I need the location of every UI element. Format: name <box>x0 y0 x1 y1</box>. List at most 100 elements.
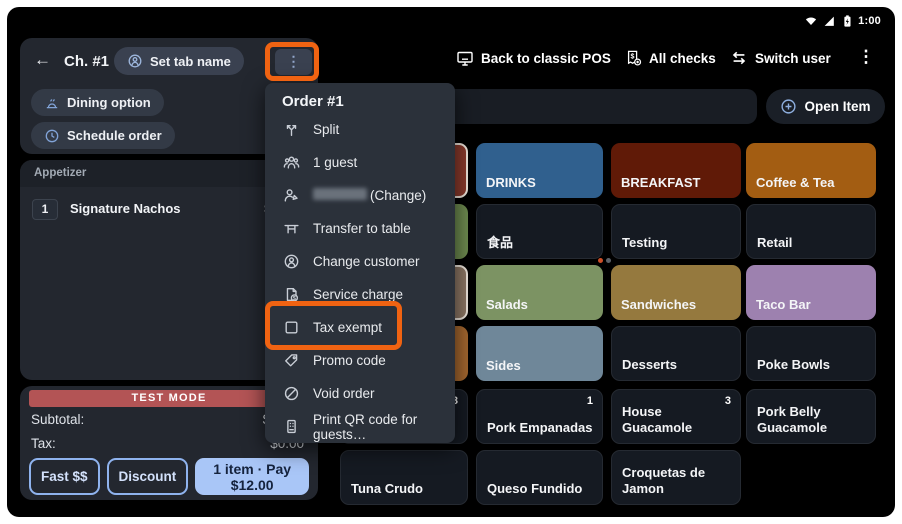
menu-item-transfer-to-table[interactable]: Transfer to table <box>265 212 455 245</box>
menu-item-1-guest[interactable]: 1 guest <box>265 146 455 179</box>
cellular-signal-icon <box>822 14 836 28</box>
clock-icon <box>44 128 60 144</box>
menu-item-void-order[interactable]: Void order <box>265 377 455 410</box>
test-mode-banner: TEST MODE <box>29 390 309 407</box>
promo-tag-icon <box>282 352 300 370</box>
fast-cash-button[interactable]: Fast $$ <box>29 458 100 495</box>
menu-item-split[interactable]: Split <box>265 113 455 146</box>
order-kebab-menu-button[interactable]: ⋮ <box>275 49 312 75</box>
tile-croquetas-de-jamon[interactable]: Croquetas de Jamon <box>611 450 741 505</box>
tile-sandwiches[interactable]: Sandwiches <box>611 265 741 320</box>
pagination-dot-inactive <box>606 258 611 263</box>
table-icon <box>282 220 300 238</box>
tile-label: Taco Bar <box>756 296 811 312</box>
tile-label: Salads <box>486 296 528 312</box>
tile-breakfast[interactable]: BREAKFAST <box>611 143 741 198</box>
svg-text:$: $ <box>292 296 296 302</box>
clock-time: 1:00 <box>858 15 881 27</box>
menu-item-promo-code[interactable]: Promo code <box>265 344 455 377</box>
context-menu-header: Order #1 <box>282 93 344 110</box>
person-circle-icon <box>282 253 300 271</box>
menu-item-label: Split <box>313 122 340 137</box>
schedule-order-button[interactable]: Schedule order <box>31 122 175 149</box>
status-bar: 1:00 <box>804 13 881 29</box>
tile-label: Desserts <box>622 356 677 372</box>
order-header-section: ← Ch. #1 Set tab name ⋮ Dining option Sc… <box>20 38 318 154</box>
tile-label: Coffee & Tea <box>756 174 835 190</box>
menu-item-label: Print QR code for guests… <box>313 411 418 442</box>
back-arrow-icon[interactable]: ← <box>34 50 51 69</box>
tile-house-guacamole[interactable]: 3 House Guacamole <box>611 389 741 444</box>
plus-circle-icon <box>780 98 797 115</box>
tile-retail[interactable]: Retail <box>746 204 876 259</box>
pagination-dot-active <box>598 258 603 263</box>
order-context-menu: Order #1 Split 1 guest (Change) Transfer to… <box>265 83 455 443</box>
open-item-button[interactable]: Open Item <box>766 89 885 124</box>
swap-arrows-icon <box>730 49 748 67</box>
qr-print-icon <box>282 418 300 436</box>
tile-label: Testing <box>622 234 668 250</box>
back-to-classic-pos-button[interactable]: Back to classic POS <box>456 46 611 70</box>
dining-dish-icon <box>44 95 60 111</box>
dining-option-button[interactable]: Dining option <box>31 89 164 116</box>
person-change-icon <box>282 187 300 205</box>
switch-user-button[interactable]: Switch user <box>730 46 831 70</box>
tax-label: Tax: <box>31 436 56 451</box>
menu-item-label: Service charge <box>313 287 404 302</box>
tile-label: Pork Belly Guacamole <box>757 403 828 435</box>
tile-poke-bowls[interactable]: Poke Bowls <box>746 326 876 381</box>
tile-desserts[interactable]: Desserts <box>611 326 741 381</box>
tile-label: Sides <box>486 357 521 373</box>
discount-button[interactable]: Discount <box>106 458 189 495</box>
tile-label: BREAKFAST <box>621 174 701 190</box>
tile-drinks[interactable]: DRINKS <box>476 143 603 198</box>
tile-taco-bar[interactable]: Taco Bar <box>746 265 876 320</box>
all-checks-button[interactable]: $ All checks <box>624 46 716 70</box>
tile-label: Sandwiches <box>621 296 697 312</box>
menu-item-change[interactable]: (Change) <box>265 179 455 212</box>
menu-item-label: 1 guest <box>313 155 358 170</box>
tile-pork-belly-guacamole[interactable]: Pork Belly Guacamole <box>746 389 876 444</box>
overflow-menu-icon[interactable]: ⋮ <box>857 47 875 66</box>
tile-tuna-crudo[interactable]: Tuna Crudo <box>340 450 468 505</box>
check-title: Ch. #1 <box>64 53 110 70</box>
guests-icon <box>282 154 300 172</box>
tile-食品[interactable]: 食品 <box>476 204 603 259</box>
tile-salads[interactable]: Salads <box>476 265 603 320</box>
wifi-icon <box>804 14 818 28</box>
split-icon <box>282 121 300 139</box>
tile-label: 食品 <box>487 234 514 250</box>
menu-item-label: Void order <box>313 386 375 401</box>
pay-button[interactable]: 1 item · Pay $12.00 <box>195 458 309 495</box>
tile-queso-fundido[interactable]: Queso Fundido <box>476 450 603 505</box>
menu-item-change-customer[interactable]: Change customer <box>265 245 455 278</box>
app-window: 1:00 Back to classic POS $ All checks Sw… <box>7 7 895 517</box>
tile-sides[interactable]: Sides <box>476 326 603 381</box>
void-icon <box>282 385 300 403</box>
redacted-customer-name <box>313 188 367 200</box>
menu-item-label: Transfer to table <box>313 221 411 236</box>
tile-label: DRINKS <box>486 174 536 190</box>
menu-item-label: Tax exempt <box>313 320 383 335</box>
receipt-checks-icon: $ <box>624 49 642 67</box>
menu-item-tax-exempt[interactable]: Tax exempt <box>265 311 455 344</box>
tile-label: Croquetas de Jamon <box>622 464 706 496</box>
menu-item-service-charge[interactable]: $ Service charge <box>265 278 455 311</box>
tile-pork-empanadas[interactable]: 1 Pork Empanadas <box>476 389 603 444</box>
tile-label: Queso Fundido <box>487 480 583 496</box>
menu-item-print-qr-code-for-guests[interactable]: Print QR code for guests… <box>265 410 455 443</box>
tile-testing[interactable]: Testing <box>611 204 741 259</box>
subtotal-label: Subtotal: <box>31 412 85 427</box>
tile-label: House Guacamole <box>622 403 693 435</box>
pagination-dots <box>598 258 611 263</box>
tile-label: Poke Bowls <box>757 356 830 372</box>
menu-item-label: Promo code <box>313 353 386 368</box>
item-name: Signature Nachos <box>70 201 181 216</box>
service-charge-icon: $ <box>282 286 300 304</box>
set-tab-name-button[interactable]: Set tab name <box>114 47 244 75</box>
monitor-icon <box>456 49 474 67</box>
tile-coffee-tea[interactable]: Coffee & Tea <box>746 143 876 198</box>
tile-count-badge: 3 <box>724 395 731 407</box>
tile-label: Tuna Crudo <box>351 480 423 496</box>
